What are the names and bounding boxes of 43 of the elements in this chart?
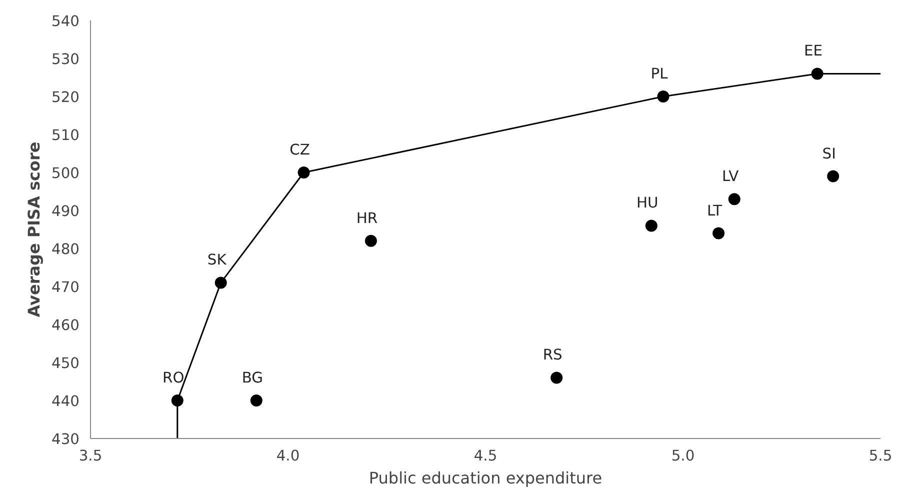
annotation: EE — [804, 42, 823, 60]
annotation: PL — [650, 66, 669, 82]
point — [645, 220, 658, 232]
point — [214, 276, 227, 289]
y-tick-label: 490 — [52, 203, 80, 220]
point — [657, 90, 670, 102]
annotation: RS — [542, 346, 562, 364]
y-tick-label: 530 — [52, 51, 80, 68]
annotation: SK — [207, 252, 227, 269]
point — [728, 193, 740, 206]
annotation: CZ — [290, 142, 310, 158]
x-tick-label: 5.0 — [671, 448, 695, 464]
x-tick-label: 3.5 — [78, 448, 102, 464]
annotation: SI — [822, 145, 836, 162]
y-tick-label: 470 — [52, 279, 80, 296]
y-tick-label: 450 — [52, 355, 80, 372]
point — [171, 394, 184, 406]
y-axis-title: Average PISA score — [24, 142, 44, 318]
y-tick-label: 500 — [52, 165, 80, 182]
annotation: RO — [162, 370, 184, 386]
point — [250, 394, 262, 406]
x-tick-label: 5.5 — [868, 448, 892, 464]
y-tick-label: 520 — [52, 89, 80, 106]
annotation: HU — [636, 194, 658, 212]
point — [811, 68, 824, 80]
annotation: LV — [722, 168, 739, 186]
y-tick-label: 480 — [52, 241, 80, 258]
point — [298, 166, 310, 178]
x-axis-title: Public education expenditure — [368, 468, 602, 488]
point — [550, 372, 563, 384]
x-tick-label: 4.0 — [276, 448, 300, 464]
point — [827, 170, 840, 182]
annotation: HR — [356, 210, 378, 227]
y-tick-label: 510 — [52, 127, 80, 144]
x-tick-label: 4.5 — [474, 448, 498, 464]
y-tick-label: 440 — [52, 393, 80, 410]
point — [712, 227, 725, 240]
annotation: LT — [707, 202, 722, 220]
y-tick-label: 540 — [52, 13, 80, 30]
y-tick-label: 430 — [52, 431, 80, 448]
point — [364, 234, 377, 247]
annotation: BG — [242, 370, 263, 386]
y-tick-label: 460 — [52, 317, 80, 334]
